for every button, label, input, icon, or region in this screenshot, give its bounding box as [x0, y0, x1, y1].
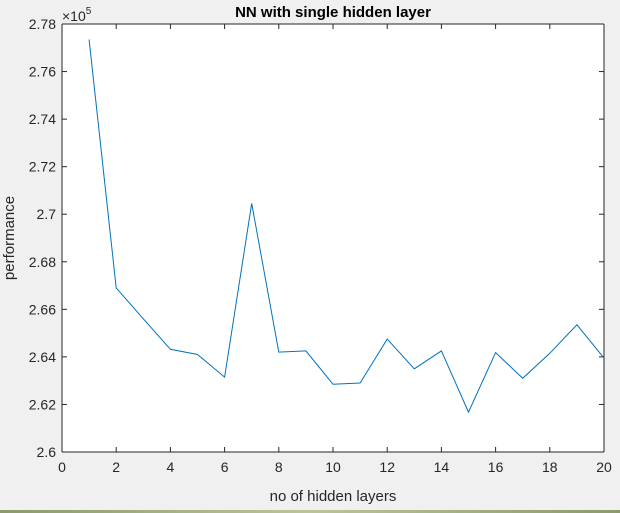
y-tick-label: 2.68 — [29, 254, 56, 270]
y-tick-label: 2.78 — [29, 16, 56, 32]
y-tick-label: 2.64 — [29, 349, 56, 365]
y-tick-label: 2.74 — [29, 111, 56, 127]
series-layer — [88, 39, 605, 414]
y-axis-exponent: ×105 — [62, 6, 92, 24]
y-tick-label: 2.6 — [37, 444, 57, 460]
x-axis-ticks: 0 2 4 6 8 10 12 14 16 18 20 — [58, 24, 612, 475]
x-tick-label: 14 — [434, 459, 450, 475]
x-tick-label: 16 — [488, 459, 504, 475]
y-tick-label: 2.72 — [29, 159, 56, 175]
x-tick-label: 2 — [112, 459, 120, 475]
x-tick-label: 20 — [596, 459, 612, 475]
x-tick-label: 12 — [379, 459, 395, 475]
x-tick-label: 4 — [167, 459, 175, 475]
series-line — [88, 39, 605, 414]
y-tick-label: 2.76 — [29, 64, 56, 80]
x-tick-label: 6 — [221, 459, 229, 475]
x-tick-label: 18 — [542, 459, 558, 475]
exponent-base: ×10 — [62, 8, 86, 24]
x-tick-label: 10 — [325, 459, 341, 475]
y-axis-ticks: 2.6 2.62 2.64 2.66 2.68 2.7 2.72 2.74 2.76 2.78 — [29, 16, 604, 460]
window-bottom-edge — [0, 510, 620, 513]
x-axis-label: no of hidden layers — [270, 488, 397, 505]
y-tick-label: 2.7 — [37, 206, 57, 222]
exponent-power: 5 — [86, 6, 92, 17]
x-tick-label: 8 — [275, 459, 283, 475]
y-tick-label: 2.66 — [29, 301, 56, 317]
chart-title: NN with single hidden layer — [235, 4, 431, 21]
y-tick-label: 2.62 — [29, 396, 56, 412]
y-axis-label: performance — [1, 196, 18, 280]
plot-area — [62, 24, 604, 452]
x-tick-label: 0 — [58, 459, 66, 475]
